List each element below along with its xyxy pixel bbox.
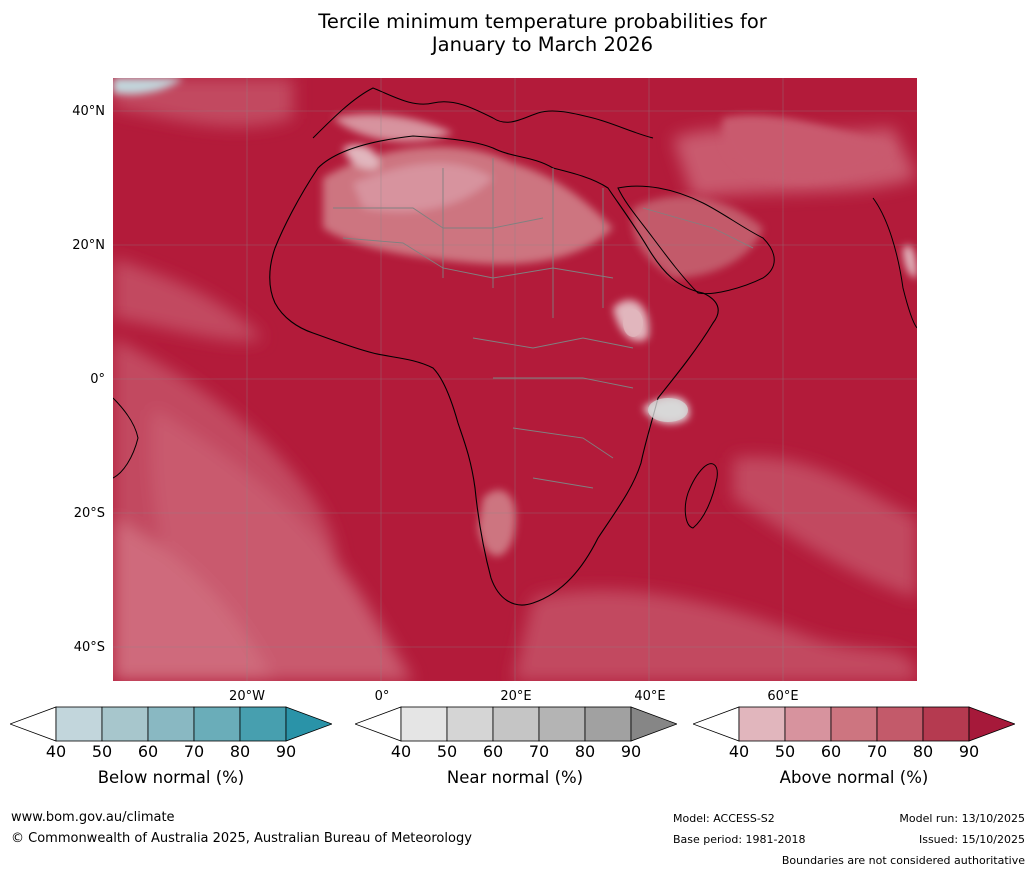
colorbar-segment (492, 706, 540, 742)
colorbar-tick-label: 60 (482, 742, 504, 761)
colorbar-extend-low (355, 706, 402, 742)
colorbar-tick-label: 40 (390, 742, 412, 761)
colorbar-segment (830, 706, 878, 742)
europe-coastline (312, 87, 654, 139)
colorbar-tick-label: 70 (866, 742, 888, 761)
lat-label-20s: 20°S (73, 506, 105, 521)
colorbar-tick-label: 40 (45, 742, 67, 761)
below-normal-label: Below normal (%) (97, 768, 245, 787)
colorbar-tick-label: 90 (958, 742, 980, 761)
colorbar-tick-label: 90 (620, 742, 642, 761)
lat-label-40n: 40°N (72, 104, 105, 119)
colorbar-segment (738, 706, 786, 742)
copyright-text: © Commonwealth of Australia 2025, Austra… (11, 831, 472, 846)
below-normal-colorbar (10, 706, 332, 742)
light-above-normal-patch (623, 309, 643, 337)
colorbar-extend-low (693, 706, 740, 742)
above-normal-label: Above normal (%) (779, 768, 929, 787)
colorbar-tick-label: 50 (774, 742, 796, 761)
base-period: Base period: 1981-2018 (673, 833, 806, 846)
madagascar-coastline (684, 463, 718, 529)
colorbar-tick-label: 40 (728, 742, 750, 761)
lon-label-0: 0° (374, 689, 390, 704)
graticule (113, 78, 917, 681)
colorbar-tick-label: 90 (275, 742, 297, 761)
colorbar-segment (538, 706, 586, 742)
colorbar-segment (922, 706, 970, 742)
colorbar-tick-label: 60 (820, 742, 842, 761)
south-america-coastline (113, 397, 139, 479)
near-normal-patch (648, 398, 688, 422)
colorbar-segment (101, 706, 149, 742)
above-normal-colorbar (693, 706, 1015, 742)
website-link[interactable]: www.bom.gov.au/climate (11, 810, 175, 825)
colorbar-segment (147, 706, 195, 742)
colorbar-tick-label: 50 (91, 742, 113, 761)
country-borders (333, 158, 754, 489)
colorbar-tick-label: 50 (436, 742, 458, 761)
near-normal-colorbar (355, 706, 677, 742)
colorbar-tick-label: 70 (183, 742, 205, 761)
lon-label-20w: 20°W (229, 689, 265, 704)
colorbar-segment (193, 706, 241, 742)
colorbar-tick-label: 80 (574, 742, 596, 761)
colorbar-segment (239, 706, 287, 742)
arabia-coastline (617, 185, 775, 295)
issued-date: Issued: 15/10/2025 (918, 833, 1025, 846)
map-canvas (113, 78, 917, 681)
colorbar-tick-label: 60 (137, 742, 159, 761)
model-name: Model: ACCESS-S2 (673, 812, 775, 825)
colorbar-tick-label: 70 (528, 742, 550, 761)
lon-label-20e: 20°E (500, 689, 532, 704)
colorbar-extend-high (630, 706, 677, 742)
colorbar-segment (784, 706, 832, 742)
colorbar-extend-high (968, 706, 1015, 742)
map-title: Tercile minimum temperature probabilitie… (0, 10, 1035, 56)
probability-map (113, 78, 917, 681)
colorbar-segment (400, 706, 448, 742)
colorbar-tick-label: 80 (912, 742, 934, 761)
title-line-1: Tercile minimum temperature probabilitie… (318, 10, 767, 33)
near-normal-label: Near normal (%) (446, 768, 584, 787)
colorbar-segment (876, 706, 924, 742)
india-coastline (872, 197, 917, 329)
colorbar-segment (584, 706, 632, 742)
colorbar-segment (55, 706, 103, 742)
lon-label-40e: 40°E (634, 689, 666, 704)
colorbar-segment (446, 706, 494, 742)
lat-label-40s: 40°S (73, 640, 105, 655)
colorbar-extend-high (285, 706, 332, 742)
boundaries-disclaimer: Boundaries are not considered authoritat… (781, 854, 1025, 867)
lon-label-60e: 60°E (767, 689, 799, 704)
colorbar-tick-label: 80 (229, 742, 251, 761)
title-line-2: January to March 2026 (431, 33, 654, 56)
model-run-date: Model run: 13/10/2025 (899, 812, 1025, 825)
colorbar-extend-low (10, 706, 57, 742)
lat-label-0: 0° (90, 372, 105, 387)
lat-label-20n: 20°N (72, 238, 105, 253)
